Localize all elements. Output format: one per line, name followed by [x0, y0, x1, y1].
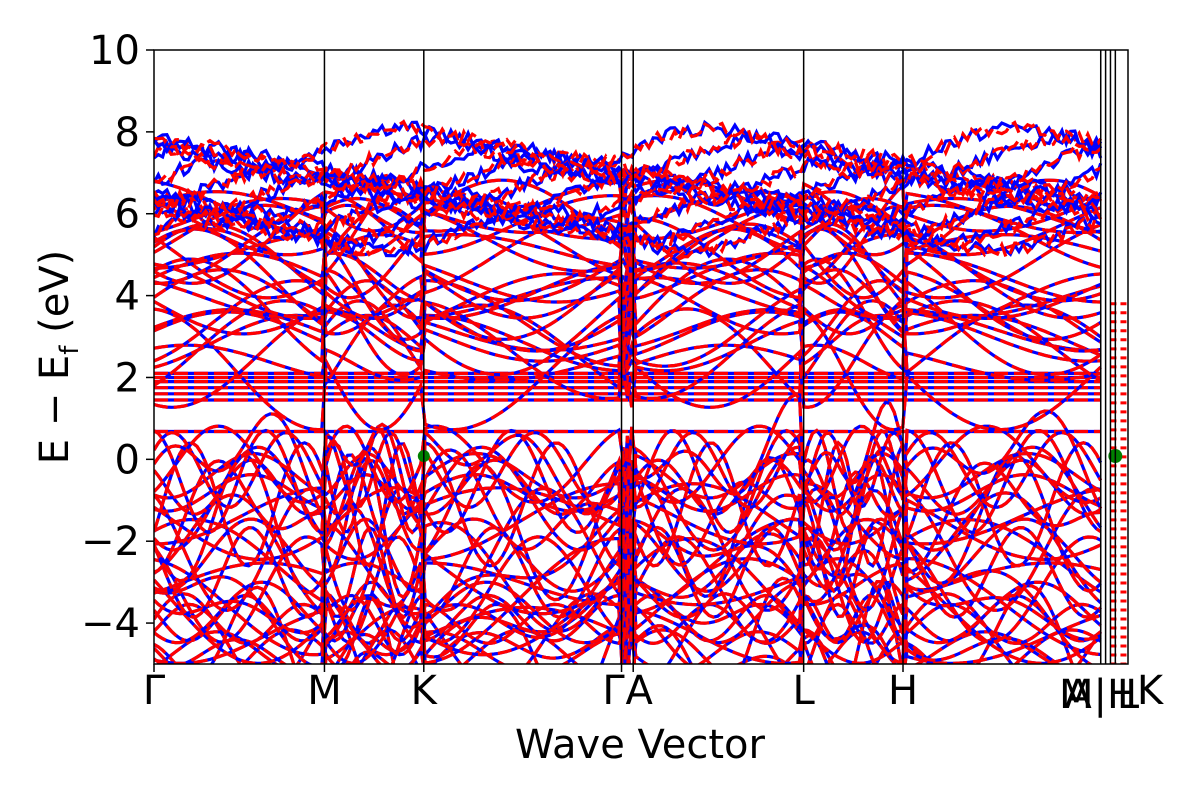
band-spin-down: [154, 194, 1102, 257]
band-spin-down: [154, 172, 1102, 234]
band-spin-down: [154, 590, 1102, 644]
band-spin-down: [154, 251, 1101, 304]
band-spin-down: [154, 458, 1102, 517]
band-spin-down: [154, 310, 1101, 366]
x-tick-label: L: [1117, 672, 1140, 718]
x-tick-label: A: [626, 668, 654, 714]
band-spin-down: [154, 557, 1101, 657]
band-spin-down: [154, 119, 1102, 180]
y-tick-label: 8: [115, 110, 140, 156]
x-tick-label: K: [1137, 668, 1165, 714]
x-tick-label: A: [1064, 672, 1092, 718]
x-tick-label: K: [411, 668, 439, 714]
y-tick-label: −4: [81, 601, 140, 647]
y-tick-label: −2: [81, 519, 140, 565]
band-spin-down: [154, 307, 1102, 432]
x-tick-label: L: [793, 668, 816, 714]
band-spin-down: [154, 445, 1103, 552]
x-tick-label: M: [307, 668, 342, 714]
band-spin-down: [154, 580, 1102, 645]
x-tick-label: M|H: [1059, 672, 1137, 718]
y-tick-label: 10: [89, 28, 140, 74]
band-spin-down: [154, 190, 1101, 239]
band-lines: [154, 119, 1128, 664]
x-tick-label: Γ: [143, 668, 166, 714]
band-spin-down: [154, 507, 1102, 651]
y-tick-label: 4: [115, 274, 140, 320]
y-axis-label-subscript: f: [55, 345, 85, 355]
band-spin-down: [154, 428, 1103, 511]
x-axis: Γ M K Γ A L H AM|HLK: [143, 664, 1165, 718]
band-spin-up: [155, 630, 1057, 664]
band-spin-down: [154, 393, 1103, 523]
band-spin-down: [154, 267, 1101, 353]
y-axis-label: E − Ef (eV): [32, 250, 85, 465]
band-spin-down: [154, 137, 1102, 199]
high-symmetry-lines: [323, 50, 1117, 664]
x-axis-label: Wave Vector: [515, 722, 766, 768]
band-spin-down: [154, 145, 1102, 206]
band-spin-down: [154, 424, 1102, 505]
band-spin-down: [154, 453, 1102, 602]
y-tick-label: 6: [115, 192, 140, 238]
plot-frame: [153, 49, 1129, 665]
band-spin-down: [154, 182, 1103, 242]
y-axis-label-unit: (eV): [32, 250, 78, 346]
y-tick-label: 0: [115, 437, 140, 483]
band-spin-down: [154, 299, 1102, 400]
y-axis: −4 −2 0 2 4 6 8 10: [81, 28, 154, 647]
y-tick-label: 2: [115, 355, 140, 401]
x-tick-label: Γ: [602, 668, 625, 714]
x-tick-label: H: [888, 668, 918, 714]
y-axis-label-main: E − E: [32, 355, 78, 465]
band-spin-down: [154, 440, 1103, 569]
svg-text:E − Ef (eV): E − Ef (eV): [32, 250, 85, 465]
band-spin-down: [154, 127, 1103, 186]
